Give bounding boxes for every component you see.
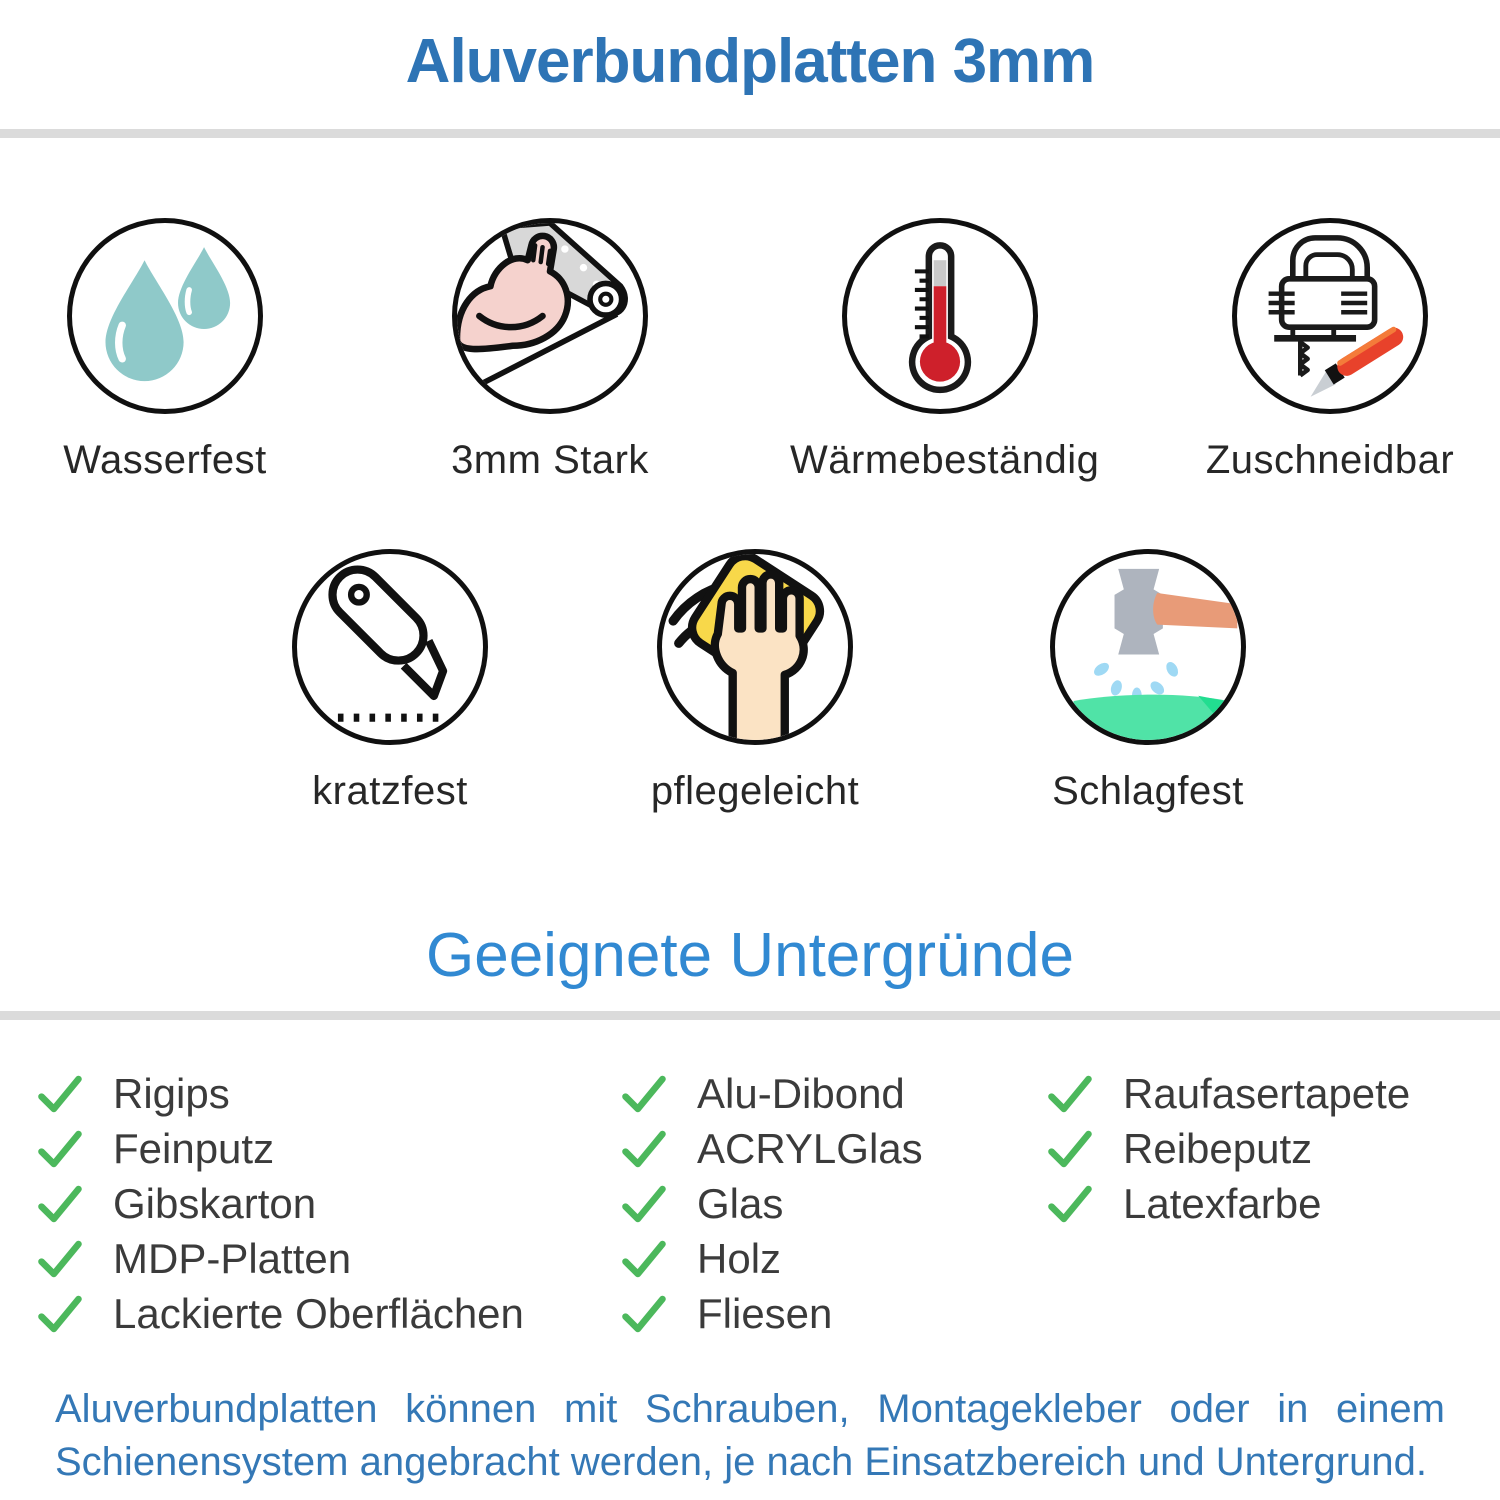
feature-circle [1050,549,1246,745]
feature-label: Wärmebeständig [790,438,1100,482]
feature-3mm-stark: 3mm Stark [400,218,700,483]
feature-waermebestaendig: Wärmebeständig [790,218,1100,483]
thermometer-icon [908,242,972,394]
list-item: Rigips [38,1066,524,1121]
checkmark-icon [1048,1130,1092,1167]
substrate-label: Glas [697,1179,784,1227]
checkmark-icon [622,1240,666,1277]
jigsaw-icon [1268,235,1404,397]
feature-zuschneidbar: Zuschneidbar [1180,218,1480,483]
mounting-note: Aluverbundplatten können mit Schrauben, … [55,1387,1445,1484]
list-item: Latexfarbe [1048,1176,1410,1231]
list-item: ACRYLGlas [622,1121,923,1176]
list-item: Raufasertapete [1048,1066,1410,1121]
checkmark-icon [622,1130,666,1167]
substrate-label: Holz [697,1234,782,1282]
water-drops-icon [105,247,231,382]
substrate-label: Lackierte Oberflächen [113,1289,524,1337]
page-title: Aluverbundplatten 3mm [405,27,1096,96]
feature-label: Schlagfest [1052,769,1244,813]
utility-knife-icon [328,565,448,722]
list-item: Lackierte Oberflächen [38,1286,524,1341]
substrate-label: MDP-Platten [113,1234,352,1282]
substrate-column-3: Raufasertapete Reibeputz Latexfarbe [1048,1066,1410,1231]
feature-pflegeleicht: pflegeleicht [605,549,905,814]
substrate-label: Latexfarbe [1123,1179,1322,1227]
checkmark-icon [38,1075,82,1112]
substrate-column-1: Rigips Feinputz Gibskarton MDP-Platten L… [38,1066,524,1341]
cleaning-hand-icon [668,554,825,740]
substrate-label: Reibeputz [1123,1124,1313,1172]
feature-wasserfest: Wasserfest [15,218,315,483]
checkmark-icon [38,1130,82,1167]
list-item: Feinputz [38,1121,524,1176]
checkmark-icon [38,1185,82,1222]
checkmark-icon [622,1185,666,1222]
divider [0,1011,1500,1020]
checkmark-icon [1048,1185,1092,1222]
substrate-label: Fliesen [697,1289,833,1337]
substrate-label: Raufasertapete [1123,1069,1411,1117]
list-item: Reibeputz [1048,1121,1410,1176]
feature-label: Wasserfest [63,438,267,482]
feature-label: Zuschneidbar [1205,438,1455,482]
list-item: Fliesen [622,1286,923,1341]
checkmark-icon [622,1075,666,1112]
feature-label: pflegeleicht [650,769,860,813]
substrate-label: Rigips [113,1069,230,1117]
list-item: Gibskarton [38,1176,524,1231]
feature-kratzfest: kratzfest [240,549,540,814]
substrate-label: ACRYLGlas [697,1124,923,1172]
feature-schlagfest: Schlagfest [998,549,1298,814]
feature-circle [67,218,263,414]
checkmark-icon [622,1295,666,1332]
feature-circle [1232,218,1428,414]
list-item: Holz [622,1231,923,1286]
checkmark-icon [1048,1075,1092,1112]
substrate-column-2: Alu-Dibond ACRYLGlas Glas Holz Fliesen [622,1066,923,1341]
feature-circle [842,218,1038,414]
list-item: MDP-Platten [38,1231,524,1286]
substrate-label: Feinputz [113,1124,275,1172]
feature-circle [657,549,853,745]
substrate-label: Alu-Dibond [697,1069,905,1117]
substrate-label: Gibskarton [113,1179,317,1227]
muscle-arm-icon [457,223,628,388]
list-item: Glas [622,1176,923,1231]
feature-label: kratzfest [312,769,468,813]
feature-label: 3mm Stark [451,438,649,482]
checkmark-icon [38,1295,82,1332]
feature-circle [452,218,648,414]
divider [0,129,1500,138]
section-title: Geeignete Untergründe [425,921,1074,990]
list-item: Alu-Dibond [622,1066,923,1121]
feature-circle [292,549,488,745]
checkmark-icon [38,1240,82,1277]
hammer-icon [1073,568,1238,740]
